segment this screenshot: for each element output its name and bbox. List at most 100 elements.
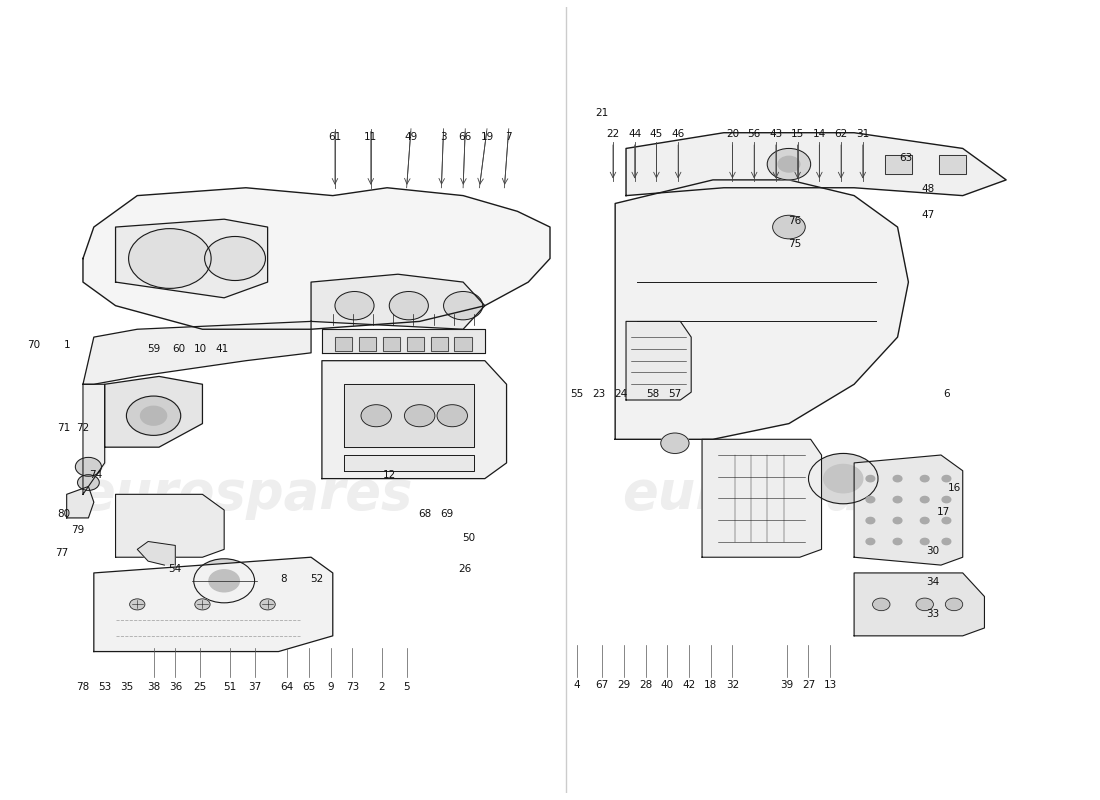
Text: 21: 21 bbox=[595, 108, 608, 118]
Text: 37: 37 bbox=[248, 682, 261, 692]
Circle shape bbox=[443, 291, 483, 320]
Text: 8: 8 bbox=[280, 574, 287, 584]
Text: 75: 75 bbox=[788, 239, 801, 250]
Circle shape bbox=[945, 598, 962, 610]
Text: 35: 35 bbox=[120, 682, 133, 692]
Text: 60: 60 bbox=[172, 344, 185, 354]
Text: 33: 33 bbox=[926, 609, 939, 619]
Circle shape bbox=[942, 475, 950, 482]
Bar bbox=[336, 337, 352, 351]
Polygon shape bbox=[82, 188, 550, 330]
Text: 18: 18 bbox=[704, 679, 717, 690]
Text: 67: 67 bbox=[595, 679, 608, 690]
Text: 6: 6 bbox=[943, 389, 949, 398]
Text: 24: 24 bbox=[614, 389, 627, 398]
Text: 7: 7 bbox=[505, 132, 512, 142]
Polygon shape bbox=[854, 455, 962, 565]
Text: 70: 70 bbox=[28, 340, 41, 350]
Text: 17: 17 bbox=[936, 506, 949, 517]
Text: 47: 47 bbox=[922, 210, 935, 220]
Text: 57: 57 bbox=[669, 389, 682, 398]
Text: 78: 78 bbox=[76, 682, 89, 692]
Bar bbox=[407, 337, 424, 351]
Bar bbox=[938, 154, 966, 174]
Bar bbox=[884, 154, 912, 174]
Text: 31: 31 bbox=[856, 130, 869, 139]
Circle shape bbox=[194, 558, 254, 603]
Text: 15: 15 bbox=[791, 130, 804, 139]
Circle shape bbox=[921, 475, 929, 482]
Text: 16: 16 bbox=[947, 483, 960, 493]
Text: 32: 32 bbox=[726, 679, 739, 690]
Text: 62: 62 bbox=[835, 130, 848, 139]
Bar bbox=[938, 154, 966, 174]
Text: 13: 13 bbox=[824, 679, 837, 690]
Text: 64: 64 bbox=[280, 682, 294, 692]
Text: 77: 77 bbox=[55, 548, 68, 558]
Bar bbox=[454, 337, 472, 351]
Circle shape bbox=[866, 538, 874, 545]
Circle shape bbox=[893, 475, 902, 482]
Polygon shape bbox=[116, 219, 267, 298]
Polygon shape bbox=[343, 455, 474, 470]
Circle shape bbox=[866, 518, 874, 524]
Text: 23: 23 bbox=[592, 389, 605, 398]
Circle shape bbox=[942, 518, 950, 524]
Circle shape bbox=[661, 433, 689, 454]
Text: 2: 2 bbox=[378, 682, 385, 692]
Bar bbox=[359, 337, 376, 351]
Text: 46: 46 bbox=[671, 130, 685, 139]
Text: 30: 30 bbox=[926, 546, 939, 556]
Text: 66: 66 bbox=[459, 132, 472, 142]
Text: 5: 5 bbox=[404, 682, 410, 692]
Polygon shape bbox=[82, 384, 104, 494]
Bar bbox=[430, 337, 448, 351]
Bar bbox=[430, 337, 448, 351]
Text: 61: 61 bbox=[328, 132, 342, 142]
Circle shape bbox=[866, 497, 874, 502]
Text: 54: 54 bbox=[168, 564, 182, 574]
Text: 14: 14 bbox=[813, 130, 826, 139]
Text: 41: 41 bbox=[216, 344, 229, 354]
Circle shape bbox=[336, 291, 374, 320]
Text: 42: 42 bbox=[682, 679, 695, 690]
Polygon shape bbox=[138, 542, 175, 565]
Polygon shape bbox=[94, 558, 333, 651]
Circle shape bbox=[195, 599, 210, 610]
Text: 9: 9 bbox=[328, 682, 334, 692]
Circle shape bbox=[866, 475, 874, 482]
Circle shape bbox=[205, 237, 265, 281]
Circle shape bbox=[76, 458, 101, 476]
Text: 72: 72 bbox=[76, 422, 89, 433]
Text: 22: 22 bbox=[606, 130, 619, 139]
Text: 79: 79 bbox=[70, 525, 85, 534]
Text: 59: 59 bbox=[147, 344, 161, 354]
Circle shape bbox=[778, 156, 800, 172]
Polygon shape bbox=[626, 133, 1006, 196]
Text: 10: 10 bbox=[194, 344, 207, 354]
Circle shape bbox=[942, 497, 950, 502]
Circle shape bbox=[361, 405, 392, 426]
Bar bbox=[454, 337, 472, 351]
Circle shape bbox=[942, 538, 950, 545]
Text: 3: 3 bbox=[440, 132, 447, 142]
Text: 68: 68 bbox=[418, 509, 431, 519]
Text: 27: 27 bbox=[802, 679, 815, 690]
Circle shape bbox=[893, 497, 902, 502]
Text: 74: 74 bbox=[89, 470, 102, 480]
Text: 55: 55 bbox=[571, 389, 584, 398]
Text: 1: 1 bbox=[64, 340, 70, 350]
Text: 28: 28 bbox=[639, 679, 652, 690]
Text: 39: 39 bbox=[780, 679, 793, 690]
Circle shape bbox=[916, 598, 934, 610]
Circle shape bbox=[893, 518, 902, 524]
Text: 76: 76 bbox=[788, 216, 801, 226]
Polygon shape bbox=[702, 439, 822, 558]
Circle shape bbox=[260, 599, 275, 610]
Bar bbox=[884, 154, 912, 174]
Polygon shape bbox=[82, 322, 311, 384]
Circle shape bbox=[437, 405, 468, 426]
Text: 25: 25 bbox=[194, 682, 207, 692]
Polygon shape bbox=[311, 274, 485, 330]
Text: 63: 63 bbox=[900, 153, 913, 163]
